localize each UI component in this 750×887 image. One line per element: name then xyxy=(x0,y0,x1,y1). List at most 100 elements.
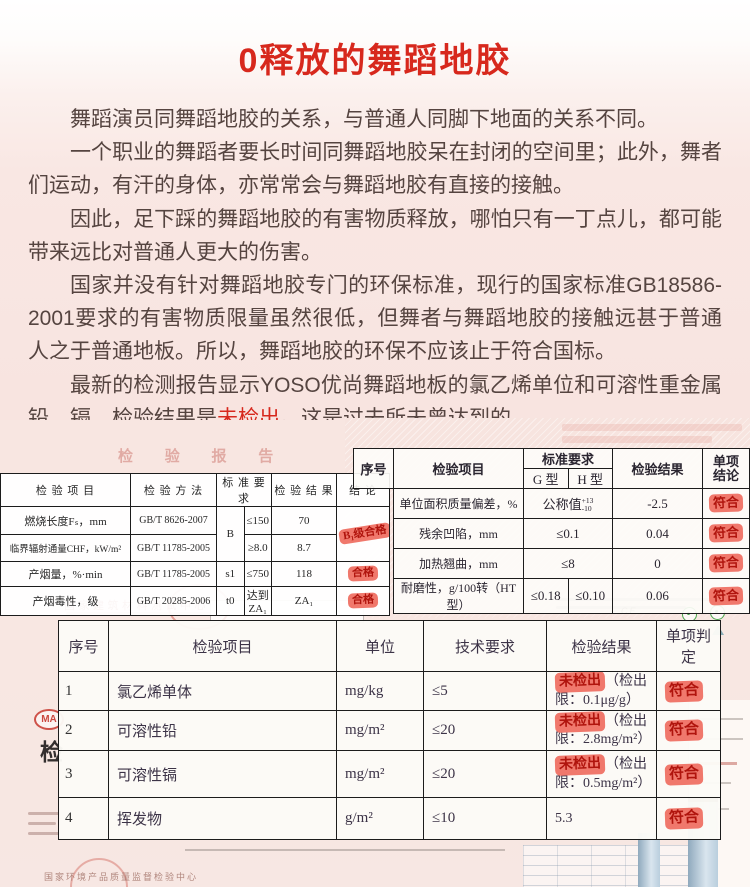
chem-result: 5.3 xyxy=(546,797,657,840)
paragraph-1: 舞蹈演员同舞蹈地胶的关系，与普通人同脚下地面的关系不同。 xyxy=(70,108,658,131)
spec-result: 0.06 xyxy=(612,578,703,614)
chemical-test-table: 序号 检验项目 单位 技术要求 检验结果 单项判定 1 氯乙烯单体 mg/kg … xyxy=(58,620,721,840)
chem-header-no: 序号 xyxy=(58,620,109,672)
spec-item: 残余凹陷，mm xyxy=(393,518,524,549)
chem-verdict: 符合 xyxy=(656,710,721,751)
fire-item: 临界辐射通量CHF，kW/m² xyxy=(0,534,131,562)
report-watermark-title: 检 验 报 告 xyxy=(118,449,288,465)
spec-requirement: 公称值+13 -10 xyxy=(523,488,613,519)
chem-requirement: ≤5 xyxy=(423,671,547,711)
result-value: 5.3 xyxy=(555,810,573,826)
chem-requirement: ≤20 xyxy=(423,710,547,751)
chem-verdict: 符合 xyxy=(656,671,721,711)
spec-header-g-type: G 型 xyxy=(523,468,569,489)
pass-mark: 符合 xyxy=(708,553,744,574)
article-text: 舞蹈演员同舞蹈地胶的关系，与普通人同脚下地面的关系不同。 一个职业的舞蹈者要长时… xyxy=(28,103,722,435)
fire-grade: s1 xyxy=(216,561,245,587)
spec-no-empty xyxy=(354,489,394,519)
fire-method: GB/T 11785-2005 xyxy=(130,534,217,562)
watermark-jian-character: 检 xyxy=(40,740,63,765)
not-detected-emphasis: 未检出 xyxy=(217,406,280,430)
fine-print-line xyxy=(28,832,60,835)
fire-header-item: 检 验 项 目 xyxy=(0,473,131,507)
tolerance-lower: -10 xyxy=(581,503,592,513)
fire-result: 8.7 xyxy=(271,534,337,562)
not-detected-mark: 未检出 xyxy=(554,711,606,733)
spec-header-item: 检验项目 xyxy=(393,448,524,489)
chem-no: 1 xyxy=(58,671,109,711)
fire-requirement: ≥8.0 xyxy=(243,534,272,562)
pass-mark: 符合 xyxy=(708,586,744,606)
chem-unit: mg/m² xyxy=(336,750,424,798)
fire-requirement: ≤750 xyxy=(243,561,272,587)
spec-verdict: 符合 xyxy=(702,548,750,579)
chem-verdict: 符合 xyxy=(656,797,721,840)
chem-item: 氯乙烯单体 xyxy=(108,671,337,711)
spec-header-verdict-line2: 结论 xyxy=(712,467,739,483)
spec-item: 加热翘曲，mm xyxy=(393,548,524,579)
chem-item: 可溶性铅 xyxy=(108,710,337,751)
chem-no: 2 xyxy=(58,710,109,751)
fire-header-result: 检 验 结 果 xyxy=(271,473,337,507)
fire-result: 118 xyxy=(271,561,337,587)
fire-test-table: 检 验 项 目 检 验 方 法 标 准 要 求 检 验 结 果 结 论 燃烧长度… xyxy=(0,473,390,616)
fire-header-method: 检 验 方 法 xyxy=(130,473,217,507)
not-detected-mark: 未检出 xyxy=(554,754,606,776)
chem-header-unit: 单位 xyxy=(336,620,424,672)
fire-method: GB/T 11785-2005 xyxy=(130,561,217,587)
fire-requirement: ≤150 xyxy=(243,506,272,535)
spec-no-empty xyxy=(354,579,394,614)
spec-verdict: 符合 xyxy=(702,518,750,549)
chem-unit: g/m² xyxy=(336,797,424,840)
chem-header-verdict: 单项判定 xyxy=(656,620,721,672)
chem-requirement: ≤10 xyxy=(423,797,547,840)
chem-result: 未检出 （检出限：0.1μg/g） xyxy=(546,671,657,711)
spec-header-verdict-line1: 单项 xyxy=(712,453,739,469)
faint-stamp-row xyxy=(562,436,712,443)
spec-result: -2.5 xyxy=(612,488,703,519)
spec-header-h-type: H 型 xyxy=(567,468,613,489)
fire-header-requirement: 标 准 要 求 xyxy=(216,473,272,507)
not-detected-mark: 未检出 xyxy=(554,672,606,693)
fine-print-line xyxy=(28,822,56,825)
spec-result: 0.04 xyxy=(612,518,703,549)
fire-item: 燃烧长度Fₛ，mm xyxy=(0,506,131,535)
fire-item: 产烟量，%·min xyxy=(0,561,131,587)
chem-unit: mg/kg xyxy=(336,671,424,711)
pass-mark: 符合 xyxy=(664,719,704,742)
signature-line xyxy=(185,849,505,851)
fire-result: ZA₁ xyxy=(271,586,337,616)
pass-mark: 符合 xyxy=(708,523,744,544)
chem-result: 未检出 （检出限：2.8mg/m²） xyxy=(546,710,657,751)
spec-item: 单位面积质量偏差，% xyxy=(393,488,524,519)
chem-no: 4 xyxy=(58,797,109,840)
spec-requirement: ≤8 xyxy=(523,548,613,579)
paragraph-2: 一个职业的舞蹈者要长时间同舞蹈地胶呆在封闭的空间里；此外，舞者们运动，有汗的身体… xyxy=(28,141,722,198)
spec-requirement-h: ≤0.10 xyxy=(567,578,613,614)
spec-no-empty xyxy=(354,549,394,579)
fire-requirement: 达到ZA₁ xyxy=(243,586,272,616)
faint-stamp-row xyxy=(562,424,742,431)
spec-result: 0 xyxy=(612,548,703,579)
spec-item: 耐磨性，g/100转（HT型） xyxy=(393,578,524,614)
spec-header-no: 序号 xyxy=(353,448,394,489)
pass-mark: 符合 xyxy=(664,807,704,830)
spec-requirement-g: ≤0.18 xyxy=(523,578,569,614)
spec-header-requirement: 标准要求 xyxy=(523,448,613,469)
chem-verdict: 符合 xyxy=(656,750,721,798)
page-title: 0释放的舞蹈地胶 xyxy=(238,42,512,80)
fine-print-line xyxy=(28,812,60,815)
chem-unit: mg/m² xyxy=(336,710,424,751)
fire-grade: t0 xyxy=(216,586,245,616)
chem-item: 挥发物 xyxy=(108,797,337,840)
spec-test-table: 序号 检验项目 标准要求 检验结果 单项 结论 G 型 H 型 单位面积质量偏差，… xyxy=(353,448,750,614)
pass-mark: 符合 xyxy=(664,762,704,786)
pass-mark: 符合 xyxy=(708,493,744,514)
paragraph-5-tail: 。这是过去所未曾达到的。 xyxy=(280,406,532,430)
paragraph-3: 因此，足下踩的舞蹈地胶的有害物质释放，哪怕只有一丁点儿，都可能带来远比对普通人更… xyxy=(28,207,722,264)
fire-result: 70 xyxy=(271,506,337,535)
spec-header-verdict: 单项 结论 xyxy=(702,448,750,489)
spec-no-empty xyxy=(354,519,394,549)
chem-no: 3 xyxy=(58,750,109,798)
